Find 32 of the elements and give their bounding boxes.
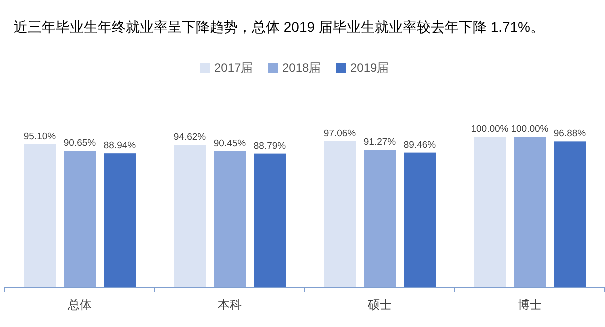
data-label: 94.62% <box>174 132 207 144</box>
bar <box>64 151 96 287</box>
data-label: 100.00% <box>471 124 510 135</box>
legend-label: 2019届 <box>350 61 390 75</box>
bar <box>104 154 136 287</box>
data-label: 90.45% <box>214 138 247 150</box>
x-tick-label: 总体 <box>67 298 92 312</box>
bar <box>324 141 356 287</box>
bar <box>254 154 286 287</box>
chart-title: 近三年毕业生年终就业率呈下降趋势，总体 2019 届毕业生就业率较去年下降 1.71%。 <box>14 19 545 35</box>
bar <box>514 137 546 287</box>
bar <box>214 151 246 287</box>
x-tick-label: 硕士 <box>367 298 392 312</box>
legend-label: 2018届 <box>282 61 322 75</box>
bar <box>24 144 56 287</box>
x-tick-label: 本科 <box>218 298 242 312</box>
data-label: 97.06% <box>324 128 357 140</box>
data-label: 89.46% <box>404 140 437 151</box>
data-label: 100.00% <box>511 124 550 135</box>
legend-label: 2017届 <box>214 61 254 75</box>
data-label: 95.10% <box>24 131 57 142</box>
data-label: 96.88% <box>554 128 587 140</box>
bar <box>174 145 206 287</box>
bar <box>364 150 396 287</box>
bar <box>404 152 436 287</box>
bar <box>474 137 506 287</box>
bar <box>554 142 586 287</box>
data-label: 90.65% <box>64 138 97 150</box>
data-label: 88.79% <box>254 140 287 152</box>
data-label: 88.94% <box>104 140 137 152</box>
data-label: 91.27% <box>364 137 397 148</box>
x-tick-label: 博士 <box>518 298 542 312</box>
